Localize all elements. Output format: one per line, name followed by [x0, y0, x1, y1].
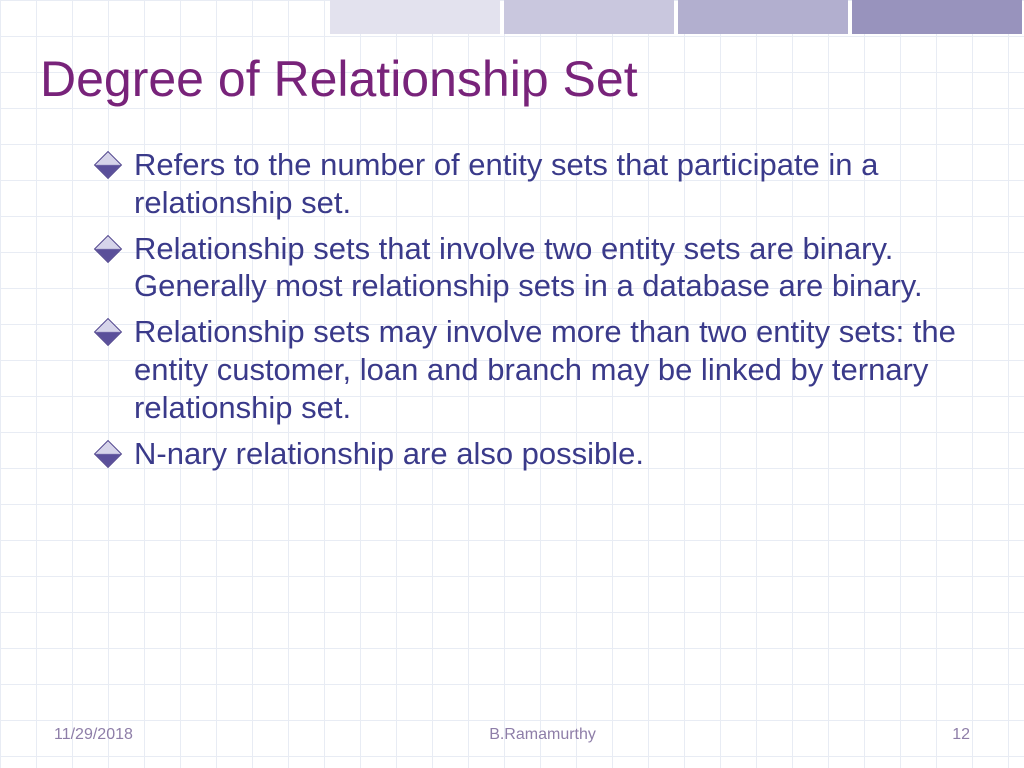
- accent-bar: [852, 0, 1022, 34]
- accent-bar: [504, 0, 674, 34]
- accent-bar: [330, 0, 500, 34]
- footer-author: B.Ramamurthy: [489, 726, 596, 744]
- bullet-item: Refers to the number of entity sets that…: [98, 146, 964, 222]
- footer-date: 11/29/2018: [54, 726, 133, 744]
- bullet-item: Relationship sets may involve more than …: [98, 313, 964, 426]
- slide-footer: 11/29/2018 B.Ramamurthy 12: [0, 726, 1024, 744]
- slide-body: Degree of Relationship Set Refers to the…: [0, 0, 1024, 768]
- header-accent-bars: [330, 0, 1024, 34]
- slide-title: Degree of Relationship Set: [40, 50, 984, 108]
- bullet-item: Relationship sets that involve two entit…: [98, 230, 964, 306]
- footer-page: 12: [952, 726, 970, 744]
- bullet-list: Refers to the number of entity sets that…: [98, 146, 964, 473]
- accent-bar: [678, 0, 848, 34]
- bullet-item: N-nary relationship are also possible.: [98, 435, 964, 473]
